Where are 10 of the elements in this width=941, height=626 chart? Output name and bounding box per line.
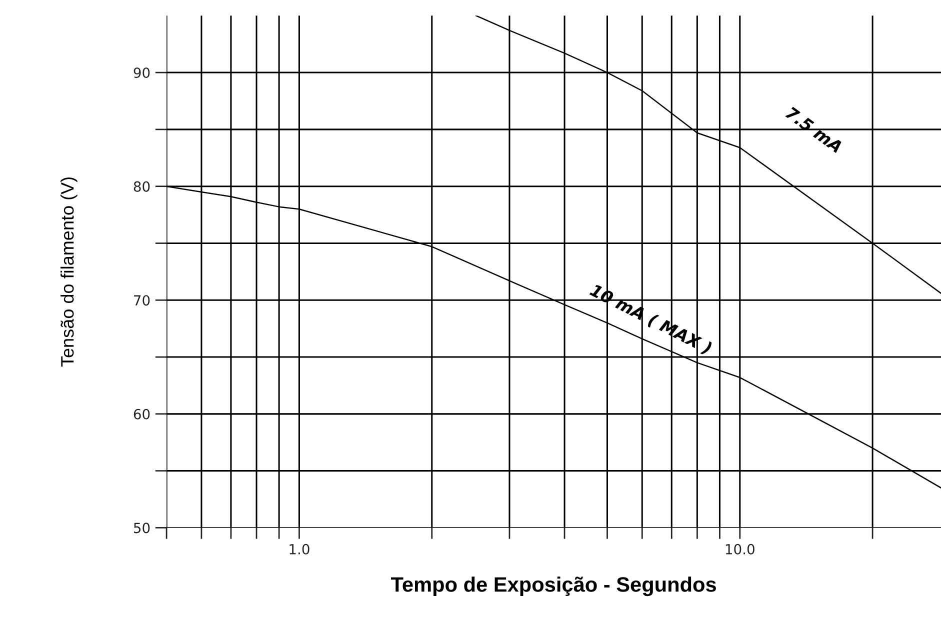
x-tick-label: 1.0 <box>290 544 310 554</box>
y-axis-title: Tensão do filamento (V) <box>60 177 78 367</box>
y-tick-label: 50 <box>134 522 150 534</box>
y-tick-label: 70 <box>134 295 150 306</box>
y-tick-label: 60 <box>134 408 150 420</box>
x-tick-label: 10.0 <box>726 544 754 554</box>
y-tick-label: 80 <box>134 181 150 192</box>
annotation: 7.5 mA <box>784 106 844 154</box>
y-tick-label: 90 <box>134 68 150 78</box>
x-axis-title: Tempo de Exposição - Segundos <box>390 576 716 596</box>
